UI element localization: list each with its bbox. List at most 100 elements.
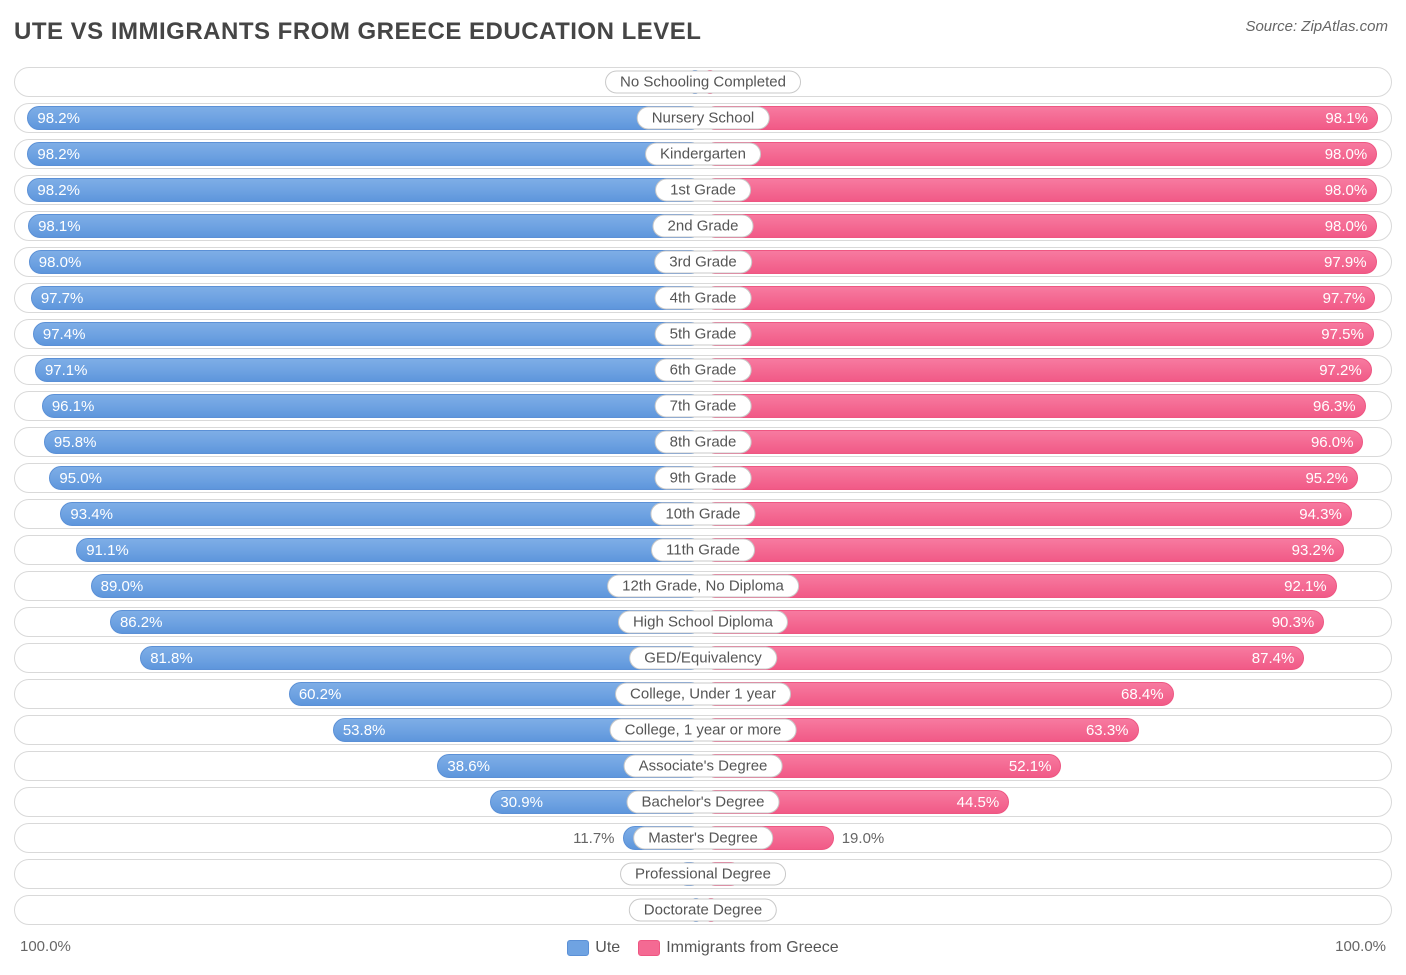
row-track: 93.4%94.3%10th Grade bbox=[14, 499, 1392, 529]
chart-rows: 2.3%2.0%No Schooling Completed 98.2% 98.1%… bbox=[14, 64, 1392, 928]
row-left-half: 38.6% bbox=[15, 752, 703, 780]
legend-item-right: Immigrants from Greece bbox=[638, 939, 838, 957]
row-right-half: 96.0% bbox=[703, 428, 1391, 456]
row-right-half: 98.0% bbox=[703, 176, 1391, 204]
bar-right bbox=[703, 250, 1377, 274]
bar-left-value: 97.7% bbox=[31, 284, 703, 312]
axis-left-max: 100.0% bbox=[20, 938, 71, 955]
row-left-half: 98.2% bbox=[15, 104, 703, 132]
row-right-half: 92.1% bbox=[703, 572, 1391, 600]
chart-row: 38.6%52.1%Associate's Degree bbox=[14, 748, 1392, 784]
legend-item-left: Ute bbox=[567, 939, 620, 957]
row-right-half: 97.7% bbox=[703, 284, 1391, 312]
category-pill: 11th Grade bbox=[651, 539, 755, 562]
bar-right bbox=[703, 106, 1378, 130]
axis-right-max: 100.0% bbox=[1335, 938, 1386, 955]
row-track: 30.9%44.5%Bachelor's Degree bbox=[14, 787, 1392, 817]
row-right-half: 98.0% bbox=[703, 212, 1391, 240]
row-track: 95.8%96.0%8th Grade bbox=[14, 427, 1392, 457]
chart-header: UTE VS IMMIGRANTS FROM GREECE EDUCATION … bbox=[14, 18, 1392, 64]
row-left-half: 98.2% bbox=[15, 140, 703, 168]
row-right-half: 52.1% bbox=[703, 752, 1391, 780]
row-right-half: 97.2% bbox=[703, 356, 1391, 384]
bar-right-value: 98.0% bbox=[1315, 212, 1378, 240]
chart-row: 91.1% 93.2% 11th Grade bbox=[14, 532, 1392, 568]
bar-right bbox=[703, 142, 1377, 166]
chart-row: 98.2%98.1%Nursery School bbox=[14, 100, 1392, 136]
bar-right-value: 93.2% bbox=[1282, 536, 1345, 564]
category-pill: 6th Grade bbox=[655, 359, 752, 382]
bar-left-value: 91.1% bbox=[76, 536, 703, 564]
row-right-half: 90.3% bbox=[703, 608, 1391, 636]
bar-right-value: 95.2% bbox=[1295, 464, 1358, 492]
bar-left-value: 86.2% bbox=[110, 608, 703, 636]
chart-title: UTE VS IMMIGRANTS FROM GREECE EDUCATION … bbox=[14, 18, 701, 46]
chart-row: 53.8%63.3%College, 1 year or more bbox=[14, 712, 1392, 748]
bar-left-value: 95.8% bbox=[44, 428, 703, 456]
row-right-half: 97.9% bbox=[703, 248, 1391, 276]
row-left-half: 95.8% bbox=[15, 428, 703, 456]
bar-left-value: 11.7% bbox=[565, 824, 622, 852]
bar-right-value: 94.3% bbox=[1289, 500, 1352, 528]
bar-left-value: 97.1% bbox=[35, 356, 703, 384]
row-track: 97.1% 97.2% 6th Grade bbox=[14, 355, 1392, 385]
bar-right bbox=[703, 394, 1366, 418]
row-track: 95.0% 95.2% 9th Grade bbox=[14, 463, 1392, 493]
chart-row: 98.1%98.0%2nd Grade bbox=[14, 208, 1392, 244]
legend-swatch-left bbox=[567, 940, 589, 956]
row-left-half: 91.1% bbox=[15, 536, 703, 564]
bar-left-value: 95.0% bbox=[49, 464, 703, 492]
chart-row: 86.2%90.3%High School Diploma bbox=[14, 604, 1392, 640]
bar-right-value: 97.9% bbox=[1314, 248, 1377, 276]
chart-row: 2.0%2.3%Doctorate Degree bbox=[14, 892, 1392, 928]
bar-right-value: 98.1% bbox=[1315, 104, 1378, 132]
bar-right bbox=[703, 610, 1324, 634]
row-track: 11.7%19.0%Master's Degree bbox=[14, 823, 1392, 853]
row-left-half: 53.8% bbox=[15, 716, 703, 744]
legend-label-right: Immigrants from Greece bbox=[666, 939, 838, 957]
bar-left-value: 98.2% bbox=[27, 140, 703, 168]
row-track: 98.1%98.0%2nd Grade bbox=[14, 211, 1392, 241]
bar-right-value: 98.0% bbox=[1315, 176, 1378, 204]
category-pill: 2nd Grade bbox=[653, 215, 754, 238]
category-pill: 4th Grade bbox=[655, 287, 752, 310]
row-right-half: 2.3% bbox=[703, 896, 1391, 924]
bar-right-value: 97.7% bbox=[1313, 284, 1376, 312]
row-right-half: 96.3% bbox=[703, 392, 1391, 420]
row-right-half: 63.3% bbox=[703, 716, 1391, 744]
row-right-half: 44.5% bbox=[703, 788, 1391, 816]
bar-left-value: 97.4% bbox=[33, 320, 703, 348]
category-pill: Kindergarten bbox=[645, 143, 761, 166]
row-track: 97.4%97.5%5th Grade bbox=[14, 319, 1392, 349]
row-track: 98.2% 98.0% Kindergarten bbox=[14, 139, 1392, 169]
bar-right bbox=[703, 430, 1363, 454]
chart-row: 89.0%92.1%12th Grade, No Diploma bbox=[14, 568, 1392, 604]
category-pill: High School Diploma bbox=[618, 611, 788, 634]
row-left-half: 30.9% bbox=[15, 788, 703, 816]
bar-right-value: 52.1% bbox=[999, 752, 1062, 780]
row-track: 53.8%63.3%College, 1 year or more bbox=[14, 715, 1392, 745]
category-pill: 8th Grade bbox=[655, 431, 752, 454]
bar-left-value: 98.2% bbox=[27, 176, 703, 204]
row-track: 2.3%2.0%No Schooling Completed bbox=[14, 67, 1392, 97]
row-track: 98.2%98.0%1st Grade bbox=[14, 175, 1392, 205]
row-left-half: 60.2% bbox=[15, 680, 703, 708]
chart-row: 97.7%97.7%4th Grade bbox=[14, 280, 1392, 316]
row-left-half: 81.8% bbox=[15, 644, 703, 672]
bar-right-value: 98.0% bbox=[1315, 140, 1378, 168]
education-diverging-bar-chart: UTE VS IMMIGRANTS FROM GREECE EDUCATION … bbox=[0, 0, 1406, 975]
category-pill: 9th Grade bbox=[655, 467, 752, 490]
row-track: 91.1% 93.2% 11th Grade bbox=[14, 535, 1392, 565]
bar-right-value: 63.3% bbox=[1076, 716, 1139, 744]
row-right-half: 93.2% bbox=[703, 536, 1391, 564]
row-track: 96.1%96.3%7th Grade bbox=[14, 391, 1392, 421]
row-right-half: 97.5% bbox=[703, 320, 1391, 348]
chart-row: 96.1%96.3%7th Grade bbox=[14, 388, 1392, 424]
bar-right-value: 97.2% bbox=[1309, 356, 1372, 384]
category-pill: No Schooling Completed bbox=[605, 71, 801, 94]
category-pill: Master's Degree bbox=[633, 827, 773, 850]
row-right-half: 98.0% bbox=[703, 140, 1391, 168]
chart-row: 98.0%97.9%3rd Grade bbox=[14, 244, 1392, 280]
bar-right bbox=[703, 502, 1352, 526]
row-left-half: 2.3% bbox=[15, 68, 703, 96]
